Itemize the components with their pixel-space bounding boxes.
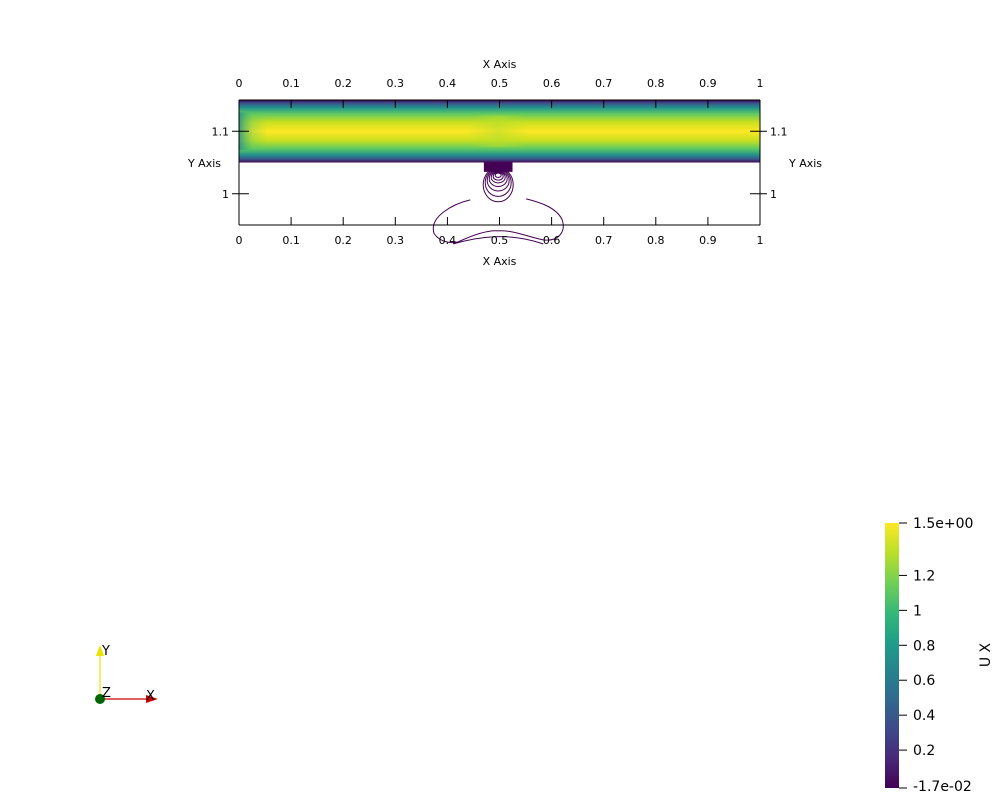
colorbar-tick-label: 0.8: [913, 638, 935, 654]
colorbar-tick-label: 0.2: [913, 743, 935, 759]
orientation-axes-widget: X Y Z: [95, 644, 158, 704]
contour-ring: [488, 170, 508, 187]
x-tick-label-top: 0.1: [282, 77, 300, 90]
contour-ring: [492, 171, 504, 181]
x-tick-label-bottom: 0.4: [439, 234, 457, 247]
x-tick-label-bottom: 0.7: [595, 234, 613, 247]
x-tick-label-bottom: 1: [757, 234, 764, 247]
contour-ring: [486, 169, 510, 192]
x-axis-title-bottom: X Axis: [483, 255, 517, 268]
triad-y-arrow-icon: [96, 645, 104, 656]
x-tick-label-bottom: 0.3: [387, 234, 405, 247]
colorbar-tick-label: 0.6: [913, 673, 935, 689]
y-tick-label-left: 1.1: [212, 125, 230, 138]
x-axis-title-top: X Axis: [483, 58, 517, 71]
contour-lines: [432, 167, 564, 245]
x-tick-label-top: 0.4: [439, 77, 457, 90]
colorbar-gradient: [885, 523, 899, 788]
triad-x-arrow-icon: [146, 695, 158, 703]
contour-ring: [490, 171, 506, 184]
x-tick-label-top: 0.2: [334, 77, 352, 90]
x-tick-label-top: 0.5: [491, 77, 509, 90]
contour-ring: [482, 167, 514, 203]
colorbar-title: U X: [978, 642, 994, 667]
x-tick-label-top: 0.9: [699, 77, 717, 90]
y-axis-title-right: Y Axis: [788, 157, 822, 170]
y-tick-label-left: 1: [222, 188, 229, 201]
x-tick-label-top: 0: [236, 77, 243, 90]
contour-outer-lobe: [432, 198, 564, 244]
x-tick-label-bottom: 0.2: [334, 234, 352, 247]
contour-ring: [494, 172, 502, 178]
velocity-outlet-disturbance: [468, 115, 528, 147]
x-tick-label-bottom: 0.5: [491, 234, 509, 247]
triad-x-label: X: [146, 689, 155, 704]
colorbar-tick-label: 0.4: [913, 708, 935, 724]
y-axis-title-left: Y Axis: [187, 157, 221, 170]
y-tick-label-right: 1.1: [770, 125, 788, 138]
x-tick-label-bottom: 0.9: [699, 234, 717, 247]
contour-ring: [484, 168, 512, 197]
x-tick-label-bottom: 0.6: [543, 234, 561, 247]
colorbar-tick-label: 1.2: [913, 568, 935, 584]
x-tick-label-top: 1: [757, 77, 764, 90]
triad-z-label: Z: [102, 686, 111, 701]
x-tick-label-bottom: 0: [236, 234, 243, 247]
x-tick-label-bottom: 0.8: [647, 234, 665, 247]
scalar-colorbar: 1.2 1 0.8 0.6 0.4 0.2 1.5e+00 -1.7e-02 U X: [885, 516, 994, 795]
colorbar-tick-label: 1: [913, 603, 922, 619]
plot-area: [239, 100, 760, 245]
contour-bottom-arc: [453, 236, 544, 245]
x-tick-label-top: 0.8: [647, 77, 665, 90]
triad-y-label: Y: [101, 644, 110, 659]
x-tick-label-top: 0.6: [543, 77, 561, 90]
x-tick-label-top: 0.3: [387, 77, 405, 90]
colorbar-max-label: 1.5e+00: [913, 516, 973, 532]
colorbar-min-label: -1.7e-02: [913, 779, 972, 795]
cube-axes: 0 0.1 0.2 0.3 0.4 0.5 0.6 0.7 0.8 0.9 1 0 0.1 0.2 0.3…: [212, 77, 788, 247]
triad-z-axis-dot-icon: [95, 694, 105, 704]
x-tick-label-bottom: 0.1: [282, 234, 300, 247]
x-tick-label-top: 0.7: [595, 77, 613, 90]
y-tick-label-right: 1: [770, 188, 777, 201]
